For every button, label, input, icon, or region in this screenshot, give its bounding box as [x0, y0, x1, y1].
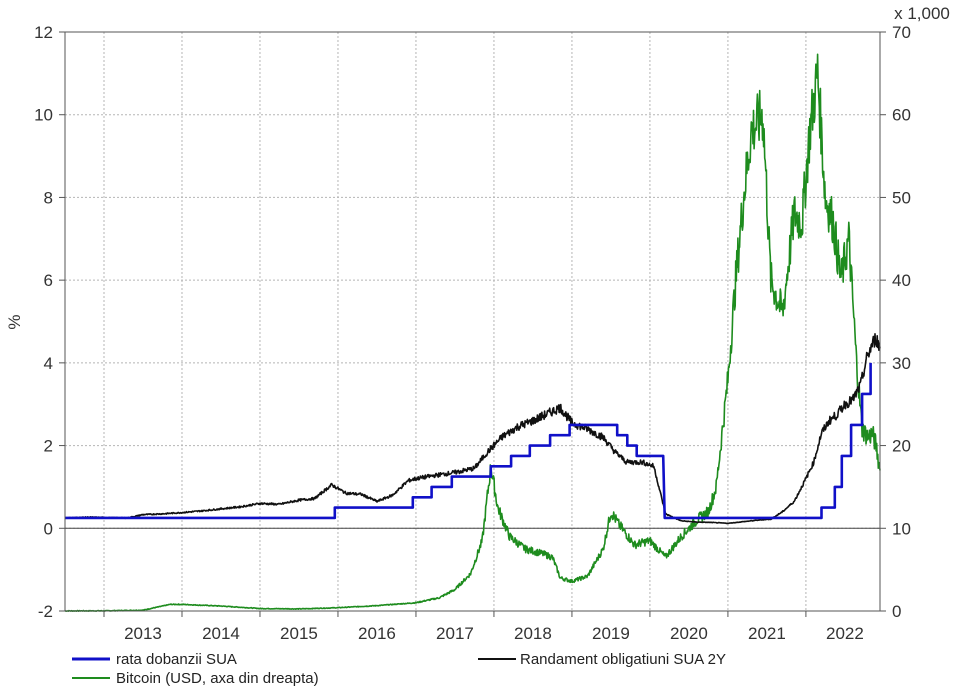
series-line-1 [64, 333, 881, 525]
legend: rata dobanzii SUA Randament obligatiuni S… [72, 651, 726, 687]
axes: -2 0 2 4 6 8 10 12 0 10 20 30 40 50 60 70 2013 2014 2015 20… [34, 23, 911, 643]
x-tick-label: 2019 [592, 624, 630, 643]
y2-tick-label: 60 [892, 106, 911, 125]
y-tick-label: 4 [44, 354, 53, 373]
y-tick-label: 0 [44, 519, 53, 538]
right-axis-multiplier: x 1,000 [894, 4, 950, 23]
y-tick-label: 8 [44, 188, 53, 207]
y2-tick-label: 0 [892, 602, 901, 621]
x-tick-label: 2020 [670, 624, 708, 643]
series-line-0 [65, 362, 872, 520]
x-tick-label: 2018 [514, 624, 552, 643]
y2-tick-label: 10 [892, 519, 911, 538]
y2-tick-label: 40 [892, 271, 911, 290]
legend-label: rata dobanzii SUA [116, 651, 237, 668]
y-axis-label: % [5, 314, 24, 329]
x-tick-label: 2014 [202, 624, 240, 643]
x-tick-label: 2013 [124, 624, 162, 643]
y-tick-label: 12 [34, 23, 53, 42]
grid-lines [65, 32, 880, 611]
x-tick-label: 2021 [748, 624, 786, 643]
series-layer [64, 53, 881, 612]
y-tick-label: 10 [34, 106, 53, 125]
plot-frame [64, 31, 881, 612]
y-tick-label: -2 [38, 602, 53, 621]
y-tick-label: 6 [44, 271, 53, 290]
x-tick-label: 2016 [358, 624, 396, 643]
series-line-2 [64, 53, 881, 612]
x-tick-label: 2017 [436, 624, 474, 643]
x-tick-label: 2015 [280, 624, 318, 643]
y-tick-label: 2 [44, 437, 53, 456]
legend-label: Randament obligatiuni SUA 2Y [520, 651, 726, 668]
y2-tick-label: 50 [892, 188, 911, 207]
y2-tick-label: 20 [892, 437, 911, 456]
y2-tick-label: 70 [892, 23, 911, 42]
y2-tick-label: 30 [892, 354, 911, 373]
legend-label: Bitcoin (USD, axa din dreapta) [116, 670, 319, 687]
x-tick-label: 2022 [826, 624, 864, 643]
